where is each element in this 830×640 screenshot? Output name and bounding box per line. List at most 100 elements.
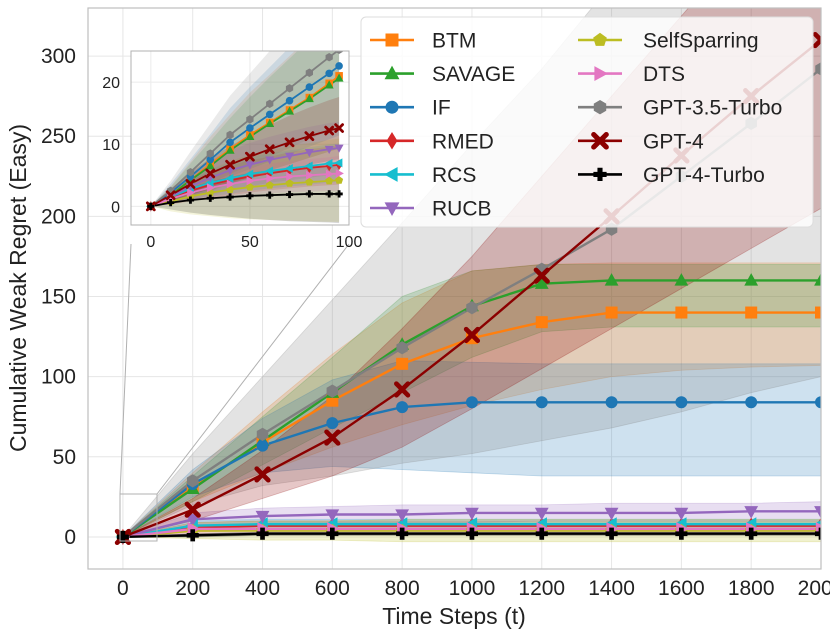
inset-point-dts [226,179,235,189]
inset-point-selfsparring [335,176,344,184]
inset-point-savage [265,118,275,128]
main-series-markers [114,31,821,546]
inset-point-selfsparring [325,176,334,185]
inset-point-selfsparring [265,180,274,189]
point-rucb [325,509,340,522]
inset-point-gpt-4 [284,137,295,148]
point-gpt-3-5-turbo [815,62,821,76]
point-btm [396,357,409,370]
inset-point-gpt-4 [334,123,344,133]
inset-point-gpt-3-5-turbo [305,68,314,77]
point-btm [745,306,758,319]
inset-y-tick-label: 0 [111,199,120,216]
x-tick-label: 1000 [449,577,496,600]
inset-point-rucb [225,167,235,176]
y-tick-label: 200 [41,205,76,228]
zoom-connector-right [156,243,350,495]
point-rucb [604,507,619,521]
inset-point-gpt-3-5-turbo [285,84,294,93]
point-btm [675,306,688,319]
inset-point-selfsparring [285,179,294,187]
x-tick-label: 800 [385,577,420,600]
x-tick-label: 1400 [588,577,635,600]
point-gpt-4 [184,501,201,518]
point-gpt-4-turbo [396,527,409,540]
point-if [815,396,821,409]
inset-point-gpt-3-5-turbo [325,53,333,62]
point-rucb [744,506,759,519]
point-savage [744,273,759,286]
inset-point-savage [225,145,235,154]
inset-point-if [335,62,343,70]
inset-point-dts [206,183,216,193]
inset-point-gpt-4 [165,190,176,201]
inset-point-gpt-4-turbo [305,190,313,198]
inset-point-gpt-4 [185,179,196,189]
inset-point-gpt-4-turbo [325,190,333,198]
inset-frame [130,50,350,226]
inset-point-rucb [265,156,275,165]
legend-label-gpt-3-5-turbo: GPT-3.5-Turbo [643,97,782,120]
x-tick-label: 1800 [728,577,775,600]
inset-y-tick-label: 10 [102,137,120,154]
inset-point-gpt-4 [264,144,275,155]
point-if [326,417,339,430]
point-if [256,439,269,452]
inset-point-savage [324,80,334,89]
inset-point-gpt-4 [304,131,315,142]
point-if [396,401,409,414]
inset-point-gpt-3-5-turbo [335,51,343,54]
inset-point-rcs [324,159,333,168]
point-rucb [255,510,270,524]
inset-x-tick-label: 0 [146,234,155,251]
legend-label-gpt-4-turbo: GPT-4-Turbo [643,164,765,187]
band-savage [122,264,821,538]
inset-point-savage [285,106,295,115]
legend-marker-rucb [384,202,400,216]
point-savage [534,276,549,289]
legend-label-btm: BTM [432,30,476,53]
point-savage [814,273,821,286]
legend-label-dts: DTS [643,63,685,86]
y-tick-labels: 0 50 100 150 200 250 300 [41,45,76,549]
point-if [745,396,758,409]
x-axis-label: Time Steps (t) [382,603,526,629]
point-rucb [465,507,479,521]
legend-entries: BTM SAVAGE IF RMED RCS RUCB SelfSparring DTS GPT… [370,30,782,221]
inset-point-rucb [304,148,314,158]
inset-point-dts [246,176,255,186]
y-tick-label: 50 [53,446,76,469]
point-gpt-4 [394,381,411,398]
inset-point-dts [335,168,344,178]
inset-point-if [305,83,314,91]
inset-point-if [226,138,234,147]
inset-point-rcs [264,166,274,176]
inset-point-gpt-4 [225,159,235,170]
point-gpt-4-turbo [675,527,688,540]
point-btm [605,306,618,319]
inset-band-selfsparring [150,138,340,222]
legend-marker-dts [594,66,608,82]
inset-point-if [265,110,274,119]
inset-point-gpt-4 [245,151,255,162]
inset-point-if [325,69,333,78]
inset-point-gpt-4 [324,125,335,136]
point-if [605,396,618,409]
inset-point-rcs [225,173,234,183]
inset-point-rcs [245,169,254,179]
legend-marker-gpt-4-turbo [593,167,607,181]
inset-point-if [285,96,294,105]
y-tick-label: 150 [41,286,76,309]
inset-point-gpt-4-turbo [226,193,234,201]
inset-point-dts [306,170,315,180]
y-tick-label: 300 [41,45,76,68]
point-btm [815,306,821,319]
inset-x-tick-labels: 0 50 100 [146,234,362,251]
legend-marker-btm [385,33,399,47]
inset-series-markers [145,51,344,212]
inset-point-rcs [304,161,313,171]
point-gpt-4 [463,326,481,344]
inset-point-gpt-4-turbo [266,191,274,199]
point-gpt-4-turbo [465,527,479,540]
